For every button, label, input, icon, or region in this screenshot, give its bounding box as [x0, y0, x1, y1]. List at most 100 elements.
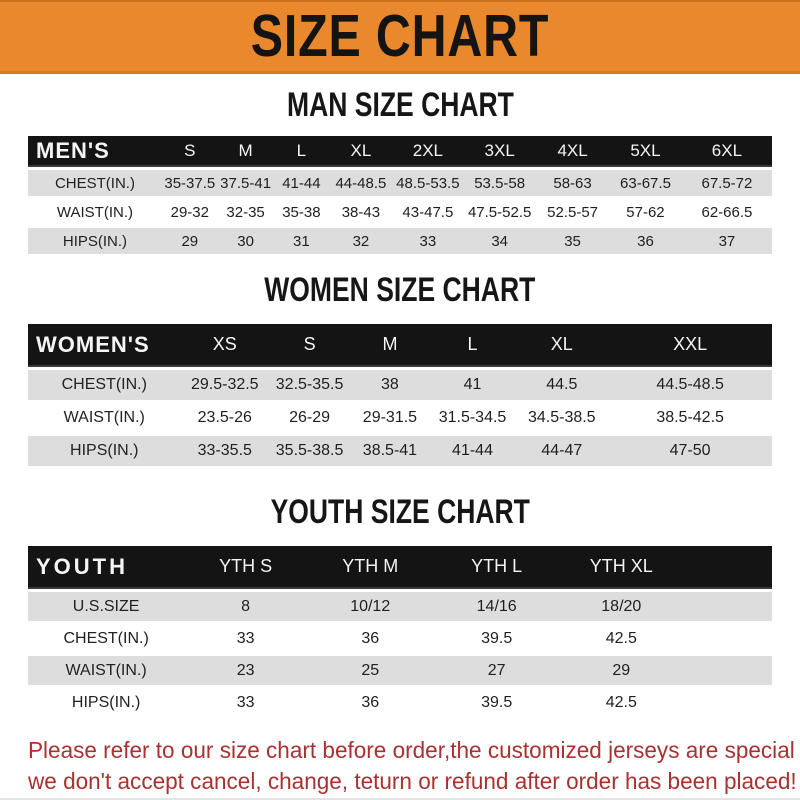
women-header-band: WOMEN'S XS S M L XL XXL	[28, 324, 772, 367]
women-value-cell: 35.5-38.5	[275, 442, 344, 459]
women-value-cell: 34.5-38.5	[527, 409, 596, 426]
women-row-hips-in-: HIPS(IN.) 33-35.5 35.5-38.5 38.5-41 41-44 44-…	[28, 436, 772, 466]
youth-value-cell: 39.5	[481, 629, 513, 647]
youth-value-cell: 39.5	[481, 693, 513, 711]
men-row-waist-in-: WAIST(IN.) 29-32 32-35 35-38 38-43 43-47.5 47.…	[28, 199, 772, 225]
women-column-header-xl: XL	[550, 334, 573, 354]
footer-line-2: we don't accept cancel, change, teturn o…	[28, 768, 797, 794]
men-section-heading: MAN SIZE CHART	[0, 87, 800, 123]
men-value-cell: 44-48.5	[335, 174, 387, 192]
men-value-cell: 58-63	[553, 174, 592, 192]
women-value-cell: 32.5-35.5	[275, 376, 344, 393]
men-value-cell: 34	[491, 232, 508, 250]
youth-value-cell: 36	[361, 629, 380, 647]
banner-title: SIZE CHART	[250, 3, 550, 69]
women-row-label: WAIST(IN.)	[63, 409, 145, 426]
youth-column-header-yth-l: YTH L	[471, 556, 523, 576]
men-value-cell: 36	[637, 232, 654, 250]
youth-heading-text: YOUTH SIZE CHART	[270, 493, 530, 531]
youth-value-cell: 8	[241, 597, 251, 615]
youth-section-heading: YOUTH SIZE CHART	[0, 494, 800, 530]
men-value-cell: 57-62	[626, 203, 665, 221]
men-row-hips-in-: HIPS(IN.) 29 30 31 32 33 34 35 36 37	[28, 228, 772, 254]
women-value-cell: 47-50	[669, 442, 711, 459]
men-heading-text: MAN SIZE CHART	[286, 86, 514, 124]
youth-row-label: HIPS(IN.)	[71, 693, 141, 711]
youth-row-u-s-size: U.S.SIZE 8 10/12 14/16 18/20	[28, 592, 772, 621]
youth-row-hips-in-: HIPS(IN.) 33 36 39.5 42.5	[28, 688, 772, 717]
youth-value-cell: 33	[236, 629, 255, 647]
youth-size-section: YOUTH SIZE CHART YOUTH YTH S YTH M YTH L YTH …	[0, 494, 800, 717]
footer-note: Please refer to our size chart before or…	[0, 735, 800, 797]
youth-header-band: YOUTH YTH S YTH M YTH L YTH XL	[28, 546, 772, 589]
women-value-cell: 38	[381, 376, 399, 393]
men-value-cell: 37	[718, 232, 736, 250]
youth-row-waist-in-: WAIST(IN.) 23 25 27 29	[28, 656, 772, 685]
youth-size-table: YOUTH YTH S YTH M YTH L YTH XL U.S.SIZE 8 10/12…	[28, 546, 772, 717]
women-row-waist-in-: WAIST(IN.) 23.5-26 26-29 29-31.5 31.5-34.5 34…	[28, 403, 772, 433]
youth-row-chest-in-: CHEST(IN.) 33 36 39.5 42.5	[28, 624, 772, 653]
women-value-cell: 26-29	[289, 409, 331, 426]
men-value-cell: 35-38	[282, 203, 321, 221]
women-size-section: WOMEN SIZE CHART WOMEN'S XS S M L XL XXL CHEST(I…	[0, 272, 800, 466]
men-row-label: CHEST(IN.)	[54, 174, 135, 192]
youth-value-cell: 27	[487, 661, 506, 679]
men-value-cell: 67.5-72	[701, 174, 753, 192]
women-value-cell: 29-31.5	[362, 409, 418, 426]
women-value-cell: 29.5-32.5	[190, 376, 259, 393]
men-value-cell: 31	[293, 232, 310, 250]
women-row-label: HIPS(IN.)	[70, 442, 139, 459]
youth-row-label: WAIST(IN.)	[65, 661, 147, 679]
men-value-cell: 35-37.5	[164, 174, 216, 192]
men-value-cell: 52.5-57	[547, 203, 598, 221]
men-column-header-2xl: 2XL	[412, 140, 443, 160]
men-value-cell: 53.5-58	[474, 174, 526, 192]
women-band-label: WOMEN'S	[36, 331, 150, 357]
men-value-cell: 32-35	[226, 203, 265, 221]
women-value-cell: 41	[463, 376, 482, 393]
men-row-chest-in-: CHEST(IN.) 35-37.5 37.5-41 41-44 44-48.5 48.5…	[28, 170, 772, 196]
women-value-cell: 38.5-41	[362, 442, 418, 459]
youth-column-header-yth-s: YTH S	[219, 556, 273, 576]
women-column-header-s: S	[303, 334, 316, 354]
men-row-label: HIPS(IN.)	[62, 232, 128, 250]
women-section-heading: WOMEN SIZE CHART	[0, 272, 800, 308]
women-column-header-xxl: XXL	[673, 334, 708, 354]
men-value-cell: 29-32	[170, 203, 209, 221]
men-header-band: MEN'S S M L XL 2XL 3XL 4XL 5XL 6XL	[28, 136, 772, 167]
youth-value-cell: 42.5	[605, 693, 637, 711]
women-value-cell: 44.5	[546, 376, 578, 393]
youth-value-cell: 33	[236, 693, 255, 711]
men-value-cell: 41-44	[282, 174, 321, 192]
men-column-header-l: L	[296, 140, 307, 160]
women-row-chest-in-: CHEST(IN.) 29.5-32.5 32.5-35.5 38 41 44.5 44.5…	[28, 370, 772, 400]
men-value-cell: 29	[181, 232, 199, 250]
women-value-cell: 23.5-26	[197, 409, 252, 426]
men-value-cell: 33	[419, 232, 437, 250]
women-value-cell: 44.5-48.5	[656, 376, 724, 393]
men-size-table: MEN'S S M L XL 2XL 3XL 4XL 5XL 6XL CHEST(IN.) 35-37…	[28, 136, 772, 254]
men-value-cell: 63-67.5	[620, 174, 671, 192]
youth-column-header-yth-xl: YTH XL	[589, 556, 653, 576]
men-value-cell: 48.5-53.5	[396, 174, 460, 192]
men-row-label: WAIST(IN.)	[56, 203, 133, 221]
women-size-table: WOMEN'S XS S M L XL XXL CHEST(IN.) 29.5-32.5 32.5…	[28, 324, 772, 466]
women-value-cell: 33-35.5	[197, 442, 252, 459]
youth-value-cell: 29	[612, 661, 631, 679]
men-value-cell: 32	[352, 232, 370, 250]
men-value-cell: 35	[564, 232, 581, 250]
men-column-header-m: M	[238, 140, 253, 160]
men-value-cell: 62-66.5	[701, 203, 753, 221]
women-value-cell: 44-47	[541, 442, 583, 459]
youth-row-label: CHEST(IN.)	[63, 629, 149, 647]
men-value-cell: 38-43	[341, 203, 381, 221]
women-row-label: CHEST(IN.)	[61, 376, 147, 393]
women-column-header-m: M	[382, 334, 398, 354]
youth-value-cell: 10/12	[350, 597, 391, 615]
men-column-header-4xl: 4XL	[557, 140, 588, 160]
footer-line-1: Please refer to our size chart before or…	[28, 737, 800, 763]
youth-value-cell: 25	[361, 661, 380, 679]
women-value-cell: 41-44	[452, 442, 493, 459]
youth-value-cell: 18/20	[601, 597, 642, 615]
size-chart-sections: MAN SIZE CHART MEN'S S M L XL 2XL 3XL 4XL 5XL 6XL C…	[0, 87, 800, 717]
